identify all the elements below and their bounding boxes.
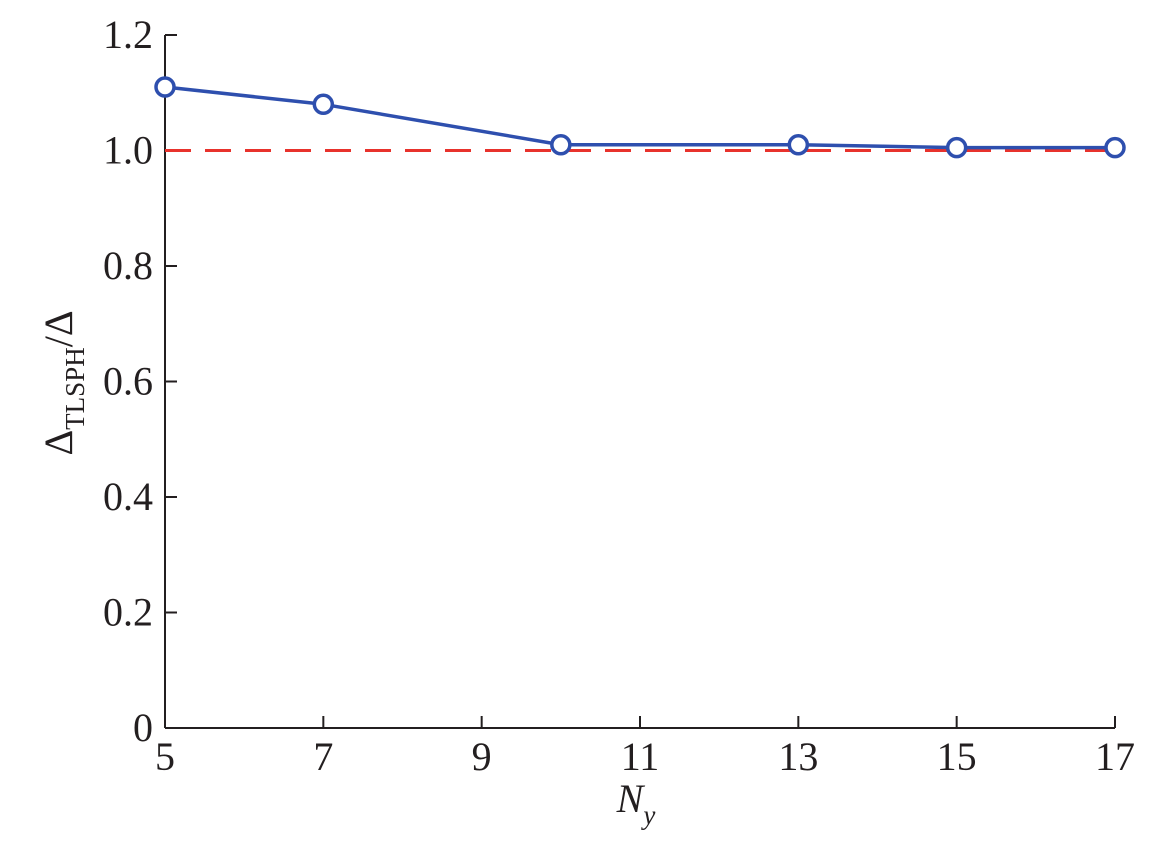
y-tick-label: 1.0 xyxy=(103,128,153,173)
y-tick-label: 0 xyxy=(133,705,153,750)
x-tick-label: 15 xyxy=(937,734,977,779)
x-tick-label: 7 xyxy=(313,734,333,779)
tick-labels: 5 7 9 11 13 15 17 0 0.2 0.4 0.6 0.8 1.0 1.2 xyxy=(103,12,1135,779)
x-tick-label: 13 xyxy=(778,734,818,779)
series-marker xyxy=(154,76,176,98)
y-tick-label: 0.8 xyxy=(103,243,153,288)
data-series xyxy=(154,76,1126,159)
x-tick-label: 9 xyxy=(472,734,492,779)
series-marker xyxy=(1104,136,1126,159)
x-tick-label: 5 xyxy=(155,734,175,779)
x-tick-label: 17 xyxy=(1095,734,1135,779)
y-tick-label: 1.2 xyxy=(103,12,153,57)
y-tick-label: 0.4 xyxy=(103,474,153,519)
x-tick-label: 11 xyxy=(621,734,660,779)
x-axis-label: Ny xyxy=(616,776,656,830)
series-marker xyxy=(945,136,968,159)
y-tick-label: 0.6 xyxy=(103,359,153,404)
y-axis-label: ΔTLSPH/Δ xyxy=(36,310,90,455)
series-line xyxy=(164,85,1115,150)
y-tick-label: 0.2 xyxy=(103,590,153,635)
series-marker xyxy=(312,93,335,116)
series-marker xyxy=(787,133,810,156)
axes xyxy=(164,34,1116,729)
series-marker xyxy=(550,133,572,156)
